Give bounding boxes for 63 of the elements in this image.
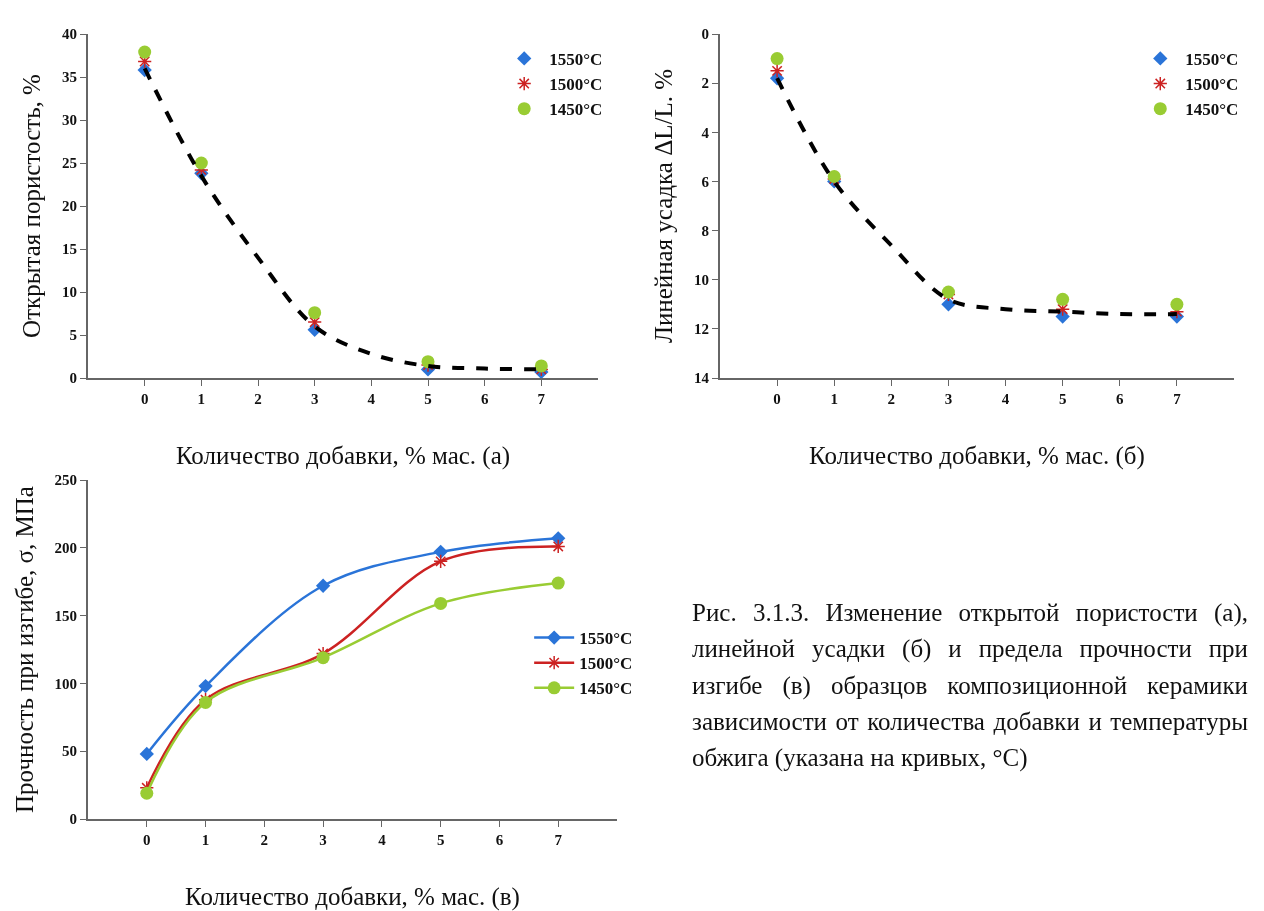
y-tick-label: 50 [62,743,77,760]
y-tick-label: 14 [694,370,710,387]
y-tick-label: 6 [701,173,710,190]
y-axis-title: Линейная усадка ΔL/L. % [650,68,678,344]
x-tick-label: 2 [887,391,896,407]
legend-label: 1550°C [549,50,603,70]
x-tick-label: 3 [310,391,319,407]
y-tick-label: 12 [694,321,709,338]
y-tick-label: 2 [701,75,709,92]
x-tick-label: 6 [495,832,504,848]
legend-label: 1550°C [1185,50,1239,70]
y-tick-label: 40 [62,26,77,43]
x-tick-label: 3 [319,832,327,848]
y-axis-title: Открытая пористость, % [18,74,46,338]
x-tick-label: 4 [367,391,376,407]
x-axis-title: Количество добавки, % мас. (в) [185,883,520,911]
y-tick-label: 25 [62,155,77,172]
x-tick-label: 5 [1058,391,1067,407]
legend-label: 1500°C [549,75,603,95]
y-tick-label: 5 [69,327,77,344]
y-tick-label: 100 [54,675,77,692]
x-tick-label: 5 [424,391,432,407]
x-tick-label: 4 [1001,391,1010,407]
y-tick-label: 20 [62,198,77,215]
x-tick-label: 4 [378,832,387,848]
legend-label: 1500°C [579,654,633,674]
text: Рис. 3.1.3. Изменение открытой пористости (а), линейной усадки (б) и предела прочности при изгибе (в) образцов композиционной керамики зависимости от количества добавки и температуры обжига (указана на кривых, °С) [692,598,1248,774]
legend-label: 1450°C [1185,100,1239,120]
legend-label: 1450°C [579,679,633,699]
x-tick-label: 2 [254,391,262,407]
x-tick-label: 1 [830,391,838,407]
y-tick-label: 150 [54,607,77,624]
x-axis-title: Количество добавки, % мас. (а) [175,442,511,470]
y-tick-label: 8 [701,222,709,239]
x-tick-label: 7 [554,832,563,848]
x-tick-label: 0 [773,391,781,407]
y-tick-label: 10 [694,271,709,288]
x-tick-label: 5 [436,832,445,848]
y-axis-title: Прочность при изгибе, σ, МПа [10,486,38,813]
x-tick-label: 2 [260,832,269,848]
x-axis-title: Количество добавки, % мас. (б) [809,442,1145,470]
y-tick-label: 4 [701,124,710,141]
y-tick-label: 30 [62,112,77,129]
x-tick-label: 3 [944,391,953,407]
x-tick-label: 6 [1116,391,1125,407]
y-tick-label: 0 [701,26,709,43]
y-tick-label: 200 [54,540,77,557]
x-tick-label: 7 [537,391,546,407]
y-tick-label: 35 [62,69,77,86]
legend-label: 1500°C [1185,75,1239,95]
y-tick-label: 10 [62,284,77,301]
x-tick-label: 1 [201,832,210,848]
x-tick-label: 7 [1173,391,1182,407]
y-tick-label: 0 [69,370,77,387]
x-tick-label: 6 [480,391,489,407]
legend-label: 1550°C [579,629,633,649]
y-tick-label: 250 [54,472,77,489]
x-tick-label: 0 [140,391,149,407]
legend-label: 1450°C [549,100,603,120]
y-tick-label: 15 [62,241,77,258]
y-tick-label: 0 [69,811,77,828]
x-tick-label: 0 [143,832,151,848]
x-tick-label: 1 [197,391,206,407]
